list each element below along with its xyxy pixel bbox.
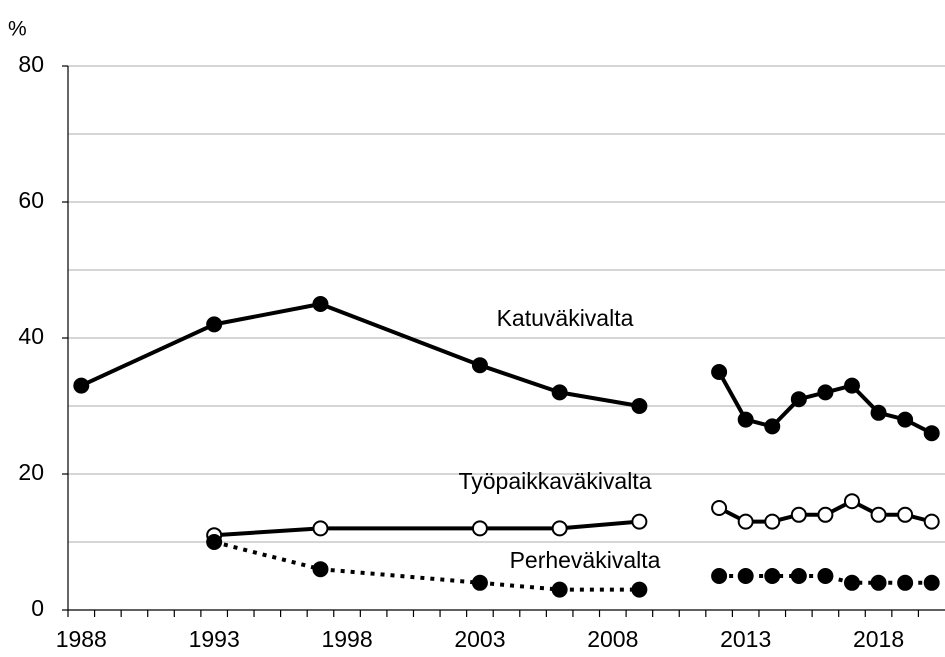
marker bbox=[551, 384, 568, 401]
series-label: Työpaikkaväkivalta bbox=[458, 468, 651, 494]
marker bbox=[631, 513, 648, 530]
marker bbox=[790, 568, 807, 584]
marker bbox=[817, 384, 834, 401]
marker bbox=[870, 404, 887, 421]
marker bbox=[711, 568, 728, 584]
x-tick-label: 1988 bbox=[56, 626, 107, 652]
marker bbox=[312, 520, 329, 537]
marker bbox=[631, 581, 648, 598]
marker bbox=[843, 377, 860, 394]
y-tick-label: 0 bbox=[31, 595, 44, 621]
marker bbox=[764, 418, 781, 435]
marker bbox=[206, 534, 223, 550]
x-tick-label: 2013 bbox=[720, 626, 771, 652]
marker bbox=[817, 506, 834, 523]
marker bbox=[897, 411, 914, 428]
x-tick-label: 1993 bbox=[189, 626, 240, 652]
x-tick-label: 1998 bbox=[321, 626, 372, 652]
marker bbox=[312, 561, 329, 578]
marker bbox=[737, 513, 754, 530]
y-unit: % bbox=[8, 18, 27, 41]
marker bbox=[737, 411, 754, 428]
marker bbox=[471, 574, 488, 591]
y-tick-label: 60 bbox=[18, 187, 44, 213]
marker bbox=[817, 568, 834, 584]
series-line bbox=[80, 302, 640, 408]
series-line bbox=[213, 540, 640, 592]
y-tick-label: 40 bbox=[18, 323, 44, 349]
x-tick-label: 2018 bbox=[853, 626, 904, 652]
marker bbox=[711, 500, 728, 516]
marker bbox=[711, 364, 728, 380]
y-tick-label: 80 bbox=[18, 51, 44, 77]
marker bbox=[843, 574, 860, 591]
marker bbox=[897, 574, 914, 591]
marker bbox=[923, 574, 940, 591]
marker bbox=[206, 316, 223, 333]
marker bbox=[73, 377, 90, 394]
marker bbox=[790, 506, 807, 523]
y-tick-label: 20 bbox=[18, 459, 44, 485]
marker bbox=[923, 513, 940, 530]
series-line bbox=[214, 519, 640, 538]
marker bbox=[631, 398, 648, 414]
marker bbox=[551, 520, 568, 537]
marker bbox=[897, 506, 914, 523]
marker bbox=[870, 574, 887, 591]
marker bbox=[551, 581, 568, 598]
marker bbox=[843, 493, 860, 510]
marker bbox=[471, 357, 488, 374]
marker bbox=[312, 296, 329, 312]
x-tick-label: 2003 bbox=[454, 626, 505, 652]
marker bbox=[870, 506, 887, 523]
series-label: Katuväkivalta bbox=[497, 305, 634, 331]
marker bbox=[737, 568, 754, 584]
x-tick-label: 2008 bbox=[587, 626, 638, 652]
marker bbox=[764, 513, 781, 530]
marker bbox=[790, 391, 807, 408]
marker bbox=[923, 425, 940, 442]
marker bbox=[764, 568, 781, 584]
marker bbox=[471, 520, 488, 537]
series-label: Perheväkivalta bbox=[510, 547, 661, 573]
